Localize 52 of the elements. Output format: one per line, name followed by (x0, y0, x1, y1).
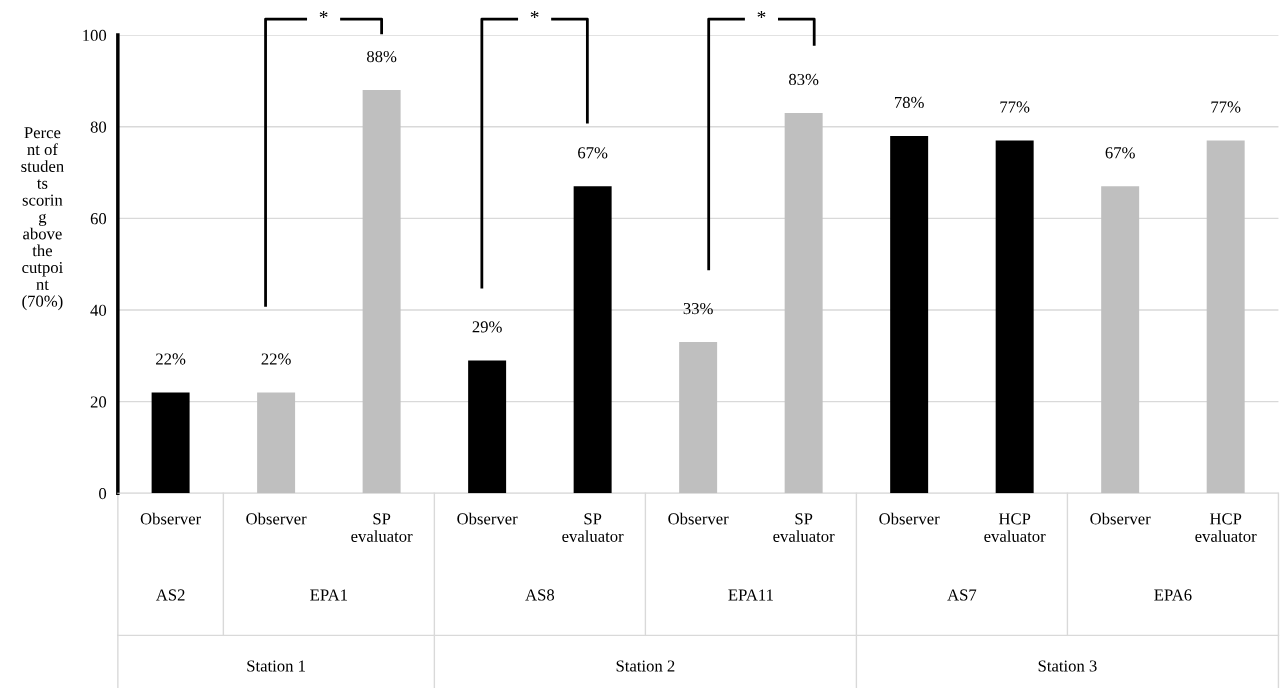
data-label: 83% (789, 73, 819, 86)
bar (257, 392, 296, 494)
bar (1206, 140, 1245, 494)
x-tick-label: HCP evaluator (984, 513, 1046, 542)
bar (890, 135, 929, 494)
data-label: 88% (366, 50, 397, 63)
text: AS7 (947, 589, 977, 601)
text: * (530, 10, 539, 19)
x-tick-label: Observer (246, 512, 307, 525)
text: EPA6 (1154, 589, 1192, 601)
text: EPA11 (728, 589, 773, 601)
text: AS2 (155, 589, 185, 601)
text: Station 1 (247, 660, 305, 672)
bar (362, 90, 401, 494)
x-tick-label: SP evaluator (773, 513, 835, 542)
text: Station 3 (1038, 660, 1097, 672)
x-tick-label: Observer (457, 512, 518, 525)
text: Perce nt of studen ts scorin g above the cutpoi nt (70%) (21, 127, 64, 311)
x-tick-label: HCP evaluator (1195, 513, 1257, 542)
y-tick-label: 100 (83, 29, 107, 42)
data-label: 78% (894, 96, 924, 109)
data-label: 67% (578, 147, 608, 159)
bar (1101, 186, 1140, 494)
x-tick-label: SP evaluator (562, 513, 624, 542)
bar (468, 360, 507, 494)
bar (679, 342, 718, 494)
x-tick-label: Observer (879, 512, 940, 525)
y-tick-label: 60 (90, 213, 107, 225)
text: * (757, 10, 766, 19)
x-tick-label: SP evaluator (351, 513, 413, 542)
bar (151, 392, 190, 494)
data-label: 29% (472, 321, 502, 333)
bar (573, 186, 612, 494)
y-tick-label: 20 (90, 396, 107, 408)
x-tick-label: Observer (1090, 512, 1151, 525)
data-label: 22% (261, 353, 291, 365)
text: Station 2 (616, 660, 675, 672)
text: * (319, 10, 328, 19)
data-label: 67% (1105, 147, 1135, 159)
data-label: 33% (683, 302, 713, 315)
bar (784, 112, 823, 494)
text: AS8 (525, 589, 555, 601)
y-tick-label: 80 (90, 121, 107, 133)
x-tick-label: Observer (668, 512, 729, 525)
bar (995, 140, 1034, 494)
data-label: 77% (1211, 101, 1241, 113)
data-label: 77% (1000, 101, 1030, 113)
y-tick-label: 40 (90, 304, 107, 316)
text: EPA1 (310, 589, 348, 601)
data-label: 22% (156, 353, 186, 365)
y-tick-label: 0 (99, 488, 107, 500)
x-tick-label: Observer (140, 512, 201, 525)
